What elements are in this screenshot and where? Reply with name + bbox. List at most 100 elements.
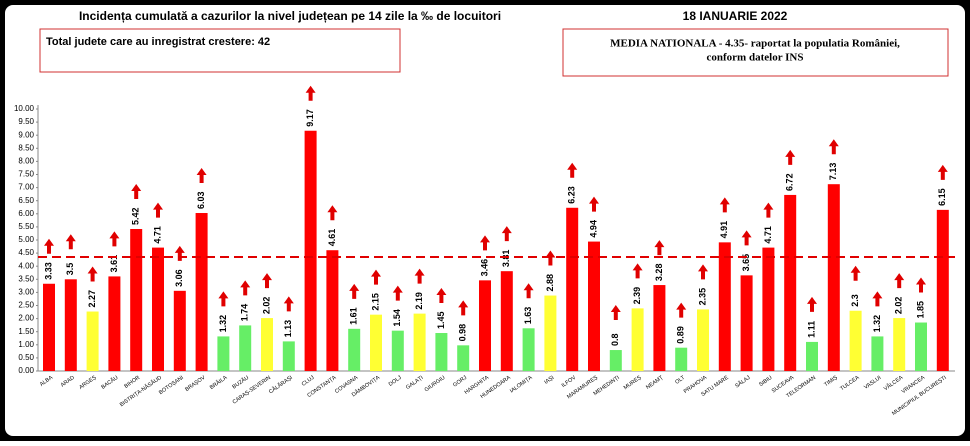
increase-arrow [937, 164, 948, 180]
value-label: 6.15 [937, 188, 947, 206]
bar [370, 314, 382, 371]
value-label: 3.33 [43, 262, 53, 280]
value-label: 6.23 [567, 186, 577, 204]
value-label: 4.71 [763, 226, 773, 244]
mean-note: conform datelor INS [707, 52, 804, 64]
bar [304, 130, 317, 371]
bar [784, 194, 797, 371]
value-label: 3.46 [479, 259, 489, 277]
value-label: 4.91 [719, 221, 729, 239]
bar [675, 347, 688, 371]
y-tick-label: 8.00 [18, 157, 34, 166]
bar [435, 333, 448, 371]
value-label: 2.3 [850, 294, 860, 307]
increase-arrow [850, 265, 861, 281]
y-tick-label: 6.00 [18, 209, 34, 218]
bar [108, 276, 121, 371]
bar [152, 247, 164, 371]
increase-arrow [523, 283, 534, 299]
bar [457, 345, 470, 371]
y-tick-label: 0.00 [18, 366, 34, 375]
increase-arrow [654, 240, 665, 256]
increase-arrow [872, 291, 883, 307]
y-tick-label: 8.50 [18, 143, 34, 152]
value-label: 2.27 [87, 290, 97, 308]
y-tick-label: 6.50 [18, 196, 34, 205]
increase-arrow [676, 302, 687, 318]
value-label: 3.06 [174, 269, 184, 287]
increase-arrow [458, 300, 469, 316]
increase-arrow [610, 305, 621, 321]
increase-arrow [240, 280, 251, 296]
increase-arrow [719, 197, 730, 213]
increase-arrow [632, 263, 643, 279]
mean-note: MEDIA NATIONALA - 4.35- raportat la popu… [610, 38, 900, 50]
value-label: 3.5 [65, 263, 75, 276]
bar [64, 279, 77, 371]
bar [217, 336, 230, 371]
value-label: 7.13 [828, 163, 838, 181]
value-label: 3.81 [501, 250, 511, 268]
bar [195, 213, 208, 371]
bar [631, 308, 644, 371]
value-label: 2.19 [414, 292, 424, 310]
bar [915, 322, 927, 371]
value-label: 2.15 [370, 293, 380, 311]
bar [827, 184, 840, 371]
value-label: 1.74 [240, 304, 250, 322]
increase-note: Total judete care au inregistrat crester… [46, 36, 270, 48]
bar [871, 336, 884, 371]
increase-arrow [131, 183, 142, 199]
increase-arrow [218, 291, 229, 307]
y-tick-label: 1.50 [18, 327, 34, 336]
increase-arrow [153, 202, 163, 218]
chart-title: Incidența cumulată a cazurilor la nivel … [79, 9, 501, 23]
bar [86, 311, 99, 371]
y-tick-label: 4.00 [18, 261, 34, 270]
increase-arrow [480, 235, 490, 251]
increase-arrow [894, 273, 905, 289]
y-tick-label: 4.50 [18, 248, 34, 257]
bar [762, 247, 775, 371]
increase-arrow [807, 296, 817, 312]
bar [282, 341, 295, 371]
value-label: 4.61 [327, 229, 337, 247]
increase-arrow [545, 250, 556, 266]
value-label: 1.63 [523, 307, 533, 325]
value-label: 1.45 [436, 311, 446, 329]
y-tick-label: 0.50 [18, 353, 34, 362]
value-label: 1.32 [872, 315, 882, 333]
value-label: 1.11 [806, 321, 816, 338]
value-label: 3.28 [654, 264, 664, 282]
value-label: 6.03 [196, 191, 206, 209]
increase-arrow [828, 139, 839, 155]
y-tick-label: 10.00 [14, 104, 35, 113]
increase-arrow [589, 196, 599, 212]
bar [130, 228, 143, 371]
increase-arrow [567, 162, 578, 178]
increase-arrow [371, 269, 381, 285]
bar [348, 328, 361, 371]
bar [893, 318, 906, 371]
chart-date: 18 IANUARIE 2022 [683, 9, 788, 23]
bar [391, 330, 404, 371]
value-label: 9.17 [305, 109, 315, 127]
bar [936, 209, 949, 371]
increase-arrow [436, 288, 447, 304]
bar [740, 275, 753, 371]
y-tick-label: 9.00 [18, 130, 34, 139]
y-tick-label: 5.00 [18, 235, 34, 244]
bar [43, 283, 55, 371]
increase-arrow [698, 264, 708, 280]
bar [588, 241, 600, 371]
value-label: 6.72 [785, 173, 795, 191]
bar [413, 313, 426, 371]
y-tick-label: 1.00 [18, 340, 34, 349]
bar [544, 295, 557, 371]
note-box [562, 28, 949, 77]
increase-arrow [196, 168, 207, 184]
bar [173, 290, 186, 371]
value-label: 2.02 [261, 297, 271, 315]
value-label: 0.98 [458, 324, 468, 342]
